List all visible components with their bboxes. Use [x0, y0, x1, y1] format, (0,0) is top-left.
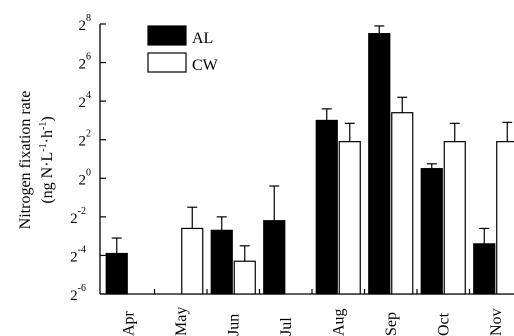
bar-al	[315, 119, 338, 295]
x-labels: Apr May Jun Jul Aug Sep Oct Nov	[120, 307, 505, 336]
y-tick-label: 2-4	[70, 244, 86, 265]
legend-label-cw: CW	[192, 57, 219, 74]
y-tick-exp: -4	[78, 244, 86, 255]
y-tick-exp: 6	[86, 52, 91, 63]
x-category-label: Sep	[383, 312, 400, 336]
y-tick-exp: 4	[86, 90, 91, 101]
y-tick-exp: 8	[86, 13, 91, 24]
bar-al	[368, 33, 391, 295]
y-tick-label: 2-2	[70, 206, 86, 227]
y-tick-label: 2-6	[70, 283, 86, 304]
y-unit-part-2: ·h	[39, 130, 56, 143]
y-tick-exp: 0	[86, 167, 91, 178]
y-unit-part-0: (ng N·L	[39, 152, 56, 204]
bar-al	[105, 252, 128, 295]
y-tick-base: 2	[79, 18, 87, 34]
y-tick-base: 2	[79, 57, 87, 73]
bar-al	[420, 168, 443, 295]
legend-swatch-al	[147, 25, 187, 46]
legend: AL CW	[147, 25, 219, 74]
x-category-label: Oct	[435, 312, 452, 336]
y-tick-exp: -6	[78, 283, 86, 294]
bar-cw	[338, 141, 361, 295]
y-tick-label: 24	[79, 90, 92, 111]
bars	[105, 25, 514, 295]
bar-al	[263, 220, 286, 295]
y-tick-base: 2	[70, 249, 78, 265]
bar-cw	[233, 260, 256, 295]
y-axis-unit-text: (ng N·L-1·h-1)	[38, 116, 56, 203]
bar-cw	[391, 112, 414, 295]
x-category-label: Jul	[278, 317, 295, 336]
y-axis-unit: (ng N·L-1·h-1)	[38, 116, 56, 203]
y-tick-exp: -2	[78, 206, 86, 217]
x-category-label: Jun	[225, 314, 242, 336]
y-tick-base: 2	[70, 211, 78, 227]
x-category-label: May	[173, 307, 190, 336]
y-tick-exp: 2	[86, 129, 91, 140]
bar-cw	[181, 227, 204, 295]
y-tick-label: 20	[79, 167, 92, 188]
bar-cw	[443, 141, 466, 295]
y-tick-label: 28	[79, 13, 92, 34]
y-axis-title: Nitrogen fixation rate	[17, 91, 34, 230]
bar-cw	[496, 141, 514, 295]
bar-al	[210, 229, 233, 295]
y-tick-label: 22	[79, 129, 92, 150]
y-unit-part-4: )	[39, 116, 56, 121]
y-unit-part-3: -1	[38, 122, 49, 130]
legend-label-al: AL	[192, 30, 213, 47]
y-tick-base: 2	[70, 288, 78, 304]
legend-swatch-cw	[147, 52, 187, 73]
y-tick-base: 2	[79, 172, 87, 188]
x-category-label: Apr	[120, 310, 137, 336]
y-tick-base: 2	[79, 134, 87, 150]
y-axis-title-line1: Nitrogen fixation rate	[17, 91, 34, 230]
y-tick-label: 26	[79, 52, 92, 73]
bar-al	[473, 243, 496, 295]
x-category-label: Aug	[330, 308, 347, 336]
x-category-label: Nov	[488, 308, 505, 336]
y-tick-base: 2	[79, 95, 87, 111]
x-ticks	[153, 289, 471, 294]
y-unit-part-1: -1	[38, 143, 49, 151]
